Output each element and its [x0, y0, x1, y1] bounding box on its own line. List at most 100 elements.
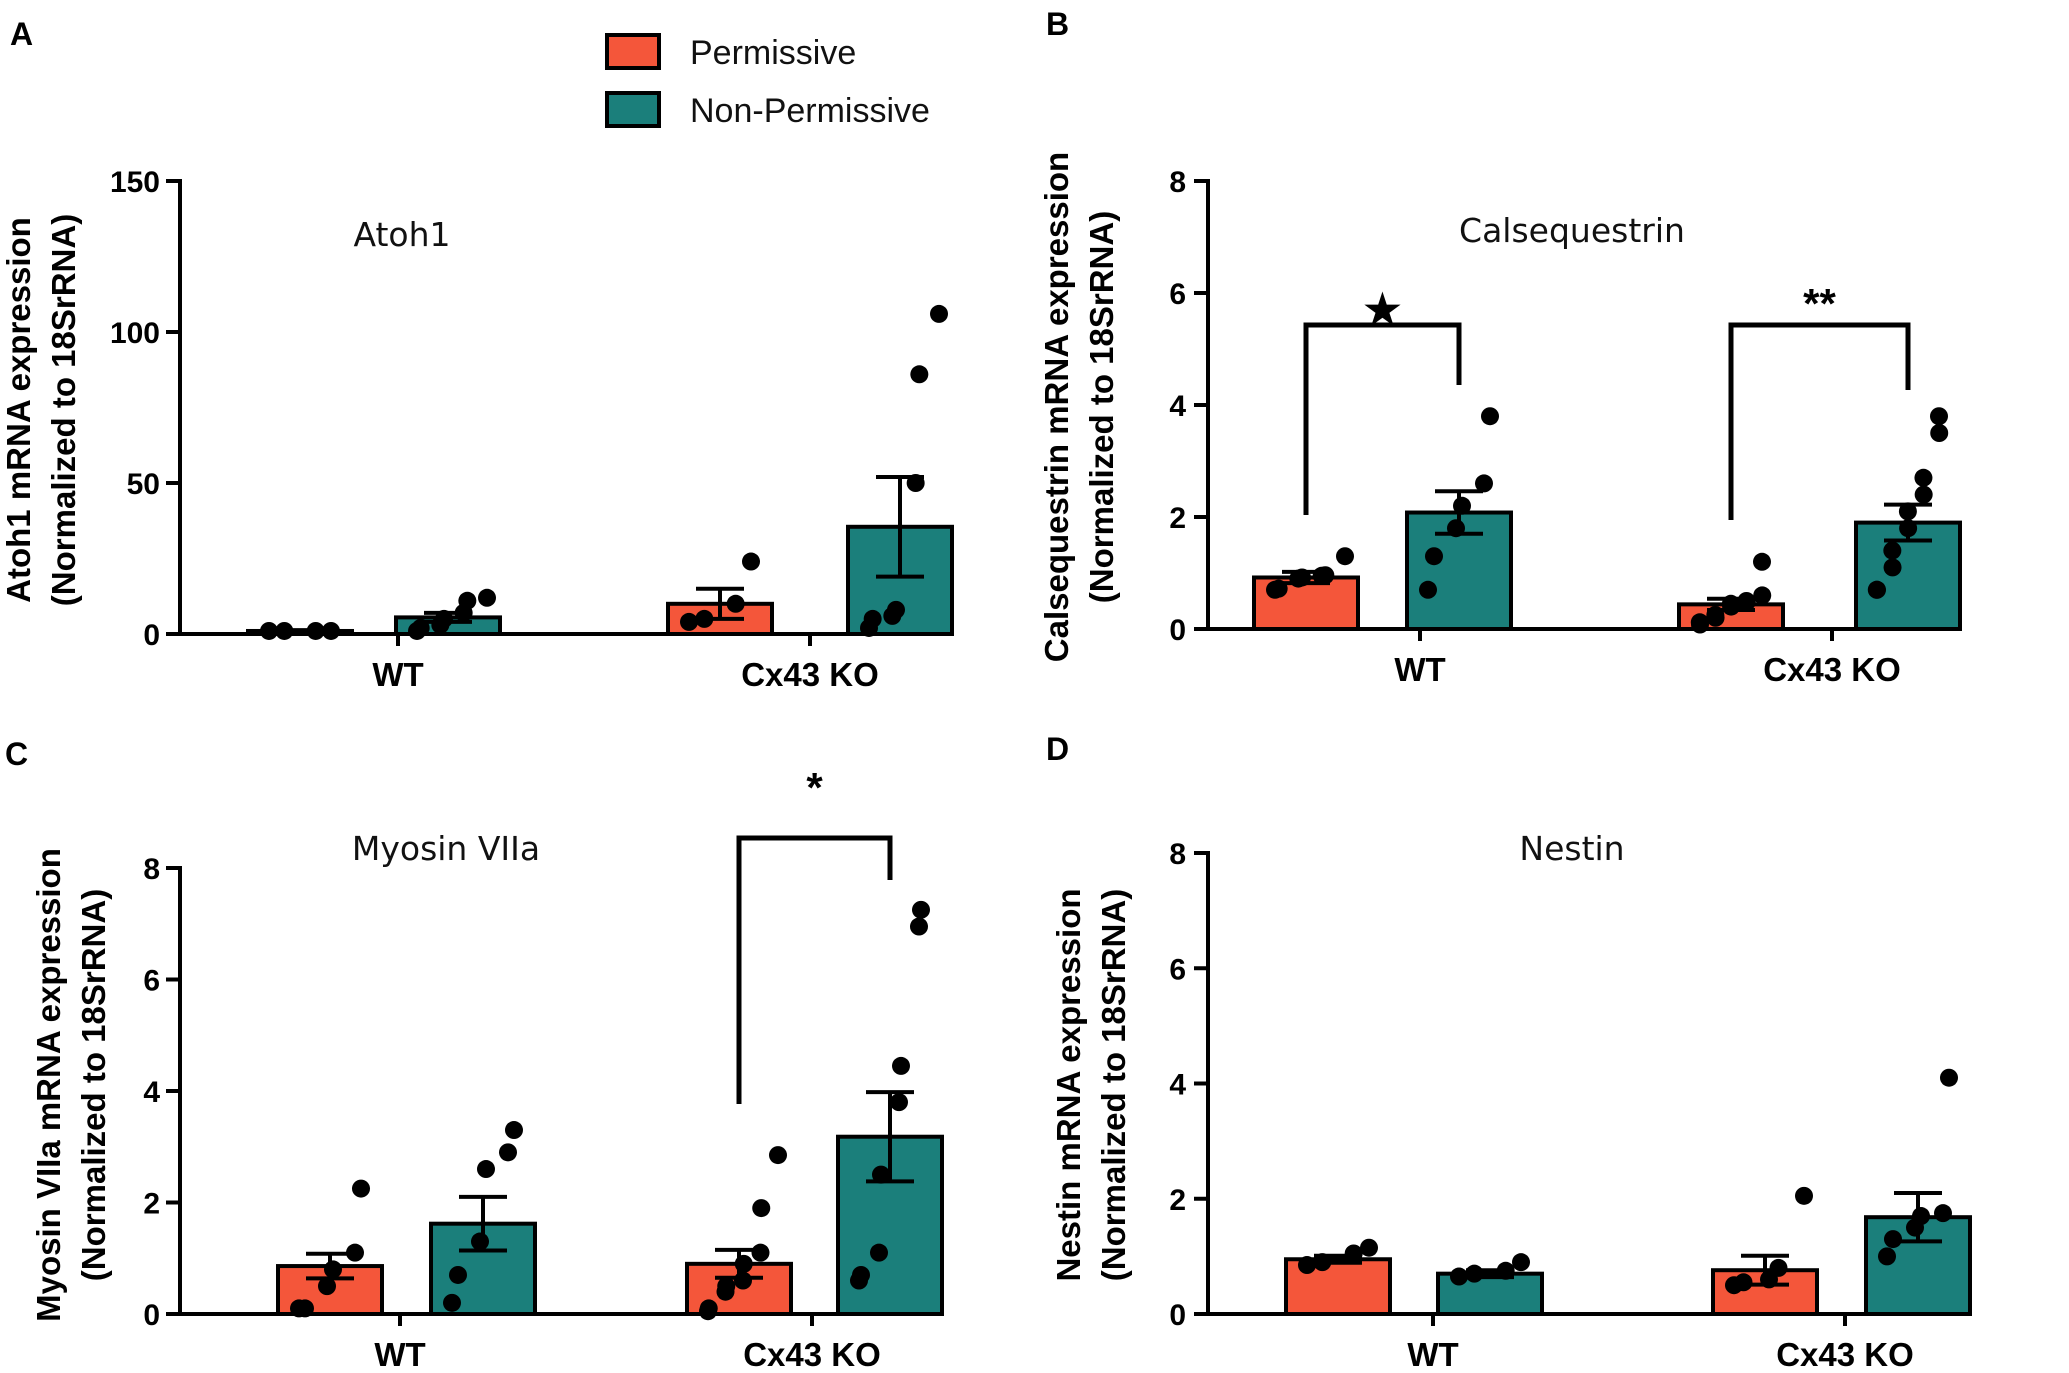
- y-tick-label-b-8: 8: [1169, 166, 1186, 199]
- y-axis-label-line1-a: Atoh1 mRNA expression: [0, 217, 37, 603]
- data-point-a-non-permissive-cx43ko-6: [930, 304, 948, 323]
- panel-d: D Nestin Nestin mRNA expression (Normalized…: [1046, 731, 1972, 1373]
- panel-a: A Atoh1 Atoh1 mRNA expression (Normalized t…: [0, 16, 954, 693]
- data-point-b-non-permissive-cx43ko-1: [1867, 580, 1886, 599]
- data-point-d-non-permissive-cx43ko-4: [1934, 1204, 1952, 1223]
- legend-label-permissive: Permissive: [690, 34, 856, 72]
- x-category-label-a-1: Cx43 KO: [741, 656, 879, 693]
- legend-swatch-permissive: [605, 33, 661, 70]
- data-point-c-permissive-cx43ko-7: [752, 1199, 771, 1218]
- data-point-b-permissive-wt-3: [1293, 568, 1311, 587]
- data-point-b-non-permissive-wt-0: [1419, 580, 1437, 599]
- data-point-b-non-permissive-cx43ko-5: [1898, 502, 1917, 521]
- y-tick-label-c-0: 0: [143, 1299, 160, 1332]
- panel-letter-b: B: [1046, 6, 1069, 42]
- y-tick-label-b-4: 4: [1169, 390, 1186, 423]
- chart-title-a: Atoh1: [353, 215, 450, 254]
- data-point-b-permissive-cx43ko-7: [1737, 592, 1756, 610]
- data-point-c-permissive-cx43ko-4: [734, 1271, 752, 1290]
- x-category-label-d-1: Cx43 KO: [1776, 1336, 1914, 1373]
- x-category-label-b-0: WT: [1394, 651, 1445, 688]
- panel-letter-c: C: [5, 736, 28, 772]
- data-point-a-non-permissive-wt-6: [478, 588, 496, 607]
- data-point-d-non-permissive-cx43ko-0: [1878, 1247, 1896, 1266]
- y-tick-label-d-4: 4: [1169, 1069, 1186, 1102]
- significance-label-b-0: ★: [1364, 286, 1402, 333]
- panel-letter-a: A: [10, 16, 33, 52]
- data-point-d-permissive-wt-3: [1360, 1238, 1378, 1257]
- data-point-d-non-permissive-cx43ko-5: [1940, 1068, 1958, 1087]
- data-point-c-permissive-cx43ko-5: [734, 1254, 753, 1273]
- y-tick-label-a-50: 50: [127, 468, 160, 501]
- significance-label-b-1: **: [1803, 280, 1836, 327]
- chart-title-c: Myosin VIIa: [352, 829, 540, 868]
- data-point-d-permissive-cx43ko-1: [1734, 1273, 1753, 1292]
- y-axis-label-b: Calsequestrin mRNA expression (Normalized…: [1038, 152, 1120, 662]
- data-point-b-non-permissive-cx43ko-4: [1899, 519, 1918, 538]
- data-point-c-non-permissive-wt-0: [443, 1293, 461, 1312]
- data-point-d-non-permissive-wt-0: [1450, 1267, 1468, 1286]
- data-point-b-non-permissive-cx43ko-8: [1930, 424, 1949, 442]
- legend-swatch-non-permissive: [605, 91, 661, 128]
- panel-letter-d: D: [1046, 731, 1069, 767]
- data-point-c-non-permissive-wt-4: [499, 1143, 517, 1162]
- data-point-a-non-permissive-wt-3: [435, 609, 453, 628]
- data-point-d-non-permissive-wt-3: [1512, 1253, 1530, 1272]
- panel-b: B Calsequestrin Calsequestrin mRNA express…: [1038, 6, 1962, 688]
- y-axis-label-c: Myosin VIIa mRNA expression (Normalized t…: [30, 848, 112, 1322]
- data-point-a-permissive-cx43ko-3: [742, 552, 760, 571]
- data-point-c-permissive-cx43ko-1: [699, 1299, 718, 1318]
- data-point-b-non-permissive-cx43ko-3: [1883, 541, 1902, 560]
- data-point-b-non-permissive-wt-4: [1475, 474, 1493, 493]
- y-tick-label-c-6: 6: [143, 965, 160, 998]
- data-point-a-permissive-cx43ko-0: [680, 612, 698, 631]
- x-category-label-d-0: WT: [1407, 1336, 1458, 1373]
- y-tick-label-c-8: 8: [143, 853, 160, 886]
- y-tick-label-a-150: 150: [110, 166, 160, 199]
- data-point-b-permissive-cx43ko-5: [1721, 594, 1740, 613]
- data-point-d-permissive-wt-1: [1313, 1253, 1332, 1272]
- data-point-b-permissive-wt-5: [1316, 566, 1335, 585]
- data-point-c-non-permissive-wt-5: [505, 1121, 523, 1140]
- x-category-label-c-0: WT: [374, 1336, 425, 1373]
- data-point-c-permissive-cx43ko-3: [717, 1277, 736, 1296]
- data-point-d-permissive-wt-0: [1298, 1256, 1316, 1275]
- data-point-b-permissive-cx43ko-1: [1690, 613, 1709, 632]
- y-axis-label-line2-b: (Normalized to 18SrRNA): [1083, 211, 1120, 603]
- data-point-b-non-permissive-cx43ko-7: [1914, 468, 1933, 487]
- data-point-d-permissive-wt-2: [1344, 1244, 1363, 1263]
- data-point-a-non-permissive-cx43ko-3: [887, 600, 905, 619]
- data-point-b-non-permissive-cx43ko-6: [1914, 485, 1933, 504]
- y-tick-label-a-0: 0: [143, 619, 160, 652]
- data-point-a-permissive-wt-0: [260, 621, 278, 640]
- data-point-c-non-permissive-cx43ko-1: [852, 1265, 870, 1284]
- legend-label-non-permissive: Non-Permissive: [690, 92, 930, 130]
- data-point-b-non-permissive-wt-5: [1481, 407, 1499, 426]
- data-point-c-non-permissive-wt-1: [449, 1265, 467, 1284]
- data-point-c-non-permissive-cx43ko-7: [912, 900, 930, 919]
- y-axis-label-line2-a: (Normalized to 18SrRNA): [45, 214, 82, 606]
- data-point-c-non-permissive-cx43ko-2: [870, 1243, 888, 1262]
- legend: Permissive Non-Permissive: [605, 33, 930, 130]
- y-axis-label-line1-c: Myosin VIIa mRNA expression: [30, 848, 67, 1322]
- data-point-b-permissive-cx43ko-3: [1706, 606, 1725, 624]
- y-tick-label-d-8: 8: [1169, 838, 1186, 871]
- significance-bracket-b-1: [1728, 322, 1911, 520]
- data-point-b-permissive-wt-6: [1336, 547, 1354, 566]
- data-point-d-non-permissive-cx43ko-3: [1912, 1207, 1930, 1226]
- data-point-a-non-permissive-wt-5: [458, 591, 477, 610]
- error-bar-c-non-permissive-cx43ko: [866, 1090, 914, 1184]
- data-point-a-permissive-cx43ko-1: [695, 609, 714, 628]
- y-tick-label-d-6: 6: [1169, 953, 1186, 986]
- significance-bracket-line-c-0: [736, 835, 893, 1104]
- y-tick-label-d-0: 0: [1169, 1299, 1186, 1332]
- data-point-a-non-permissive-cx43ko-1: [863, 609, 882, 628]
- data-point-b-non-permissive-cx43ko-2: [1883, 558, 1902, 577]
- data-point-d-non-permissive-cx43ko-1: [1884, 1230, 1902, 1249]
- data-point-b-non-permissive-cx43ko-9: [1930, 407, 1948, 426]
- y-tick-label-c-2: 2: [143, 1188, 160, 1221]
- y-tick-label-b-0: 0: [1169, 614, 1186, 647]
- data-point-c-non-permissive-cx43ko-6: [910, 917, 928, 936]
- data-point-a-permissive-wt-2: [306, 621, 325, 640]
